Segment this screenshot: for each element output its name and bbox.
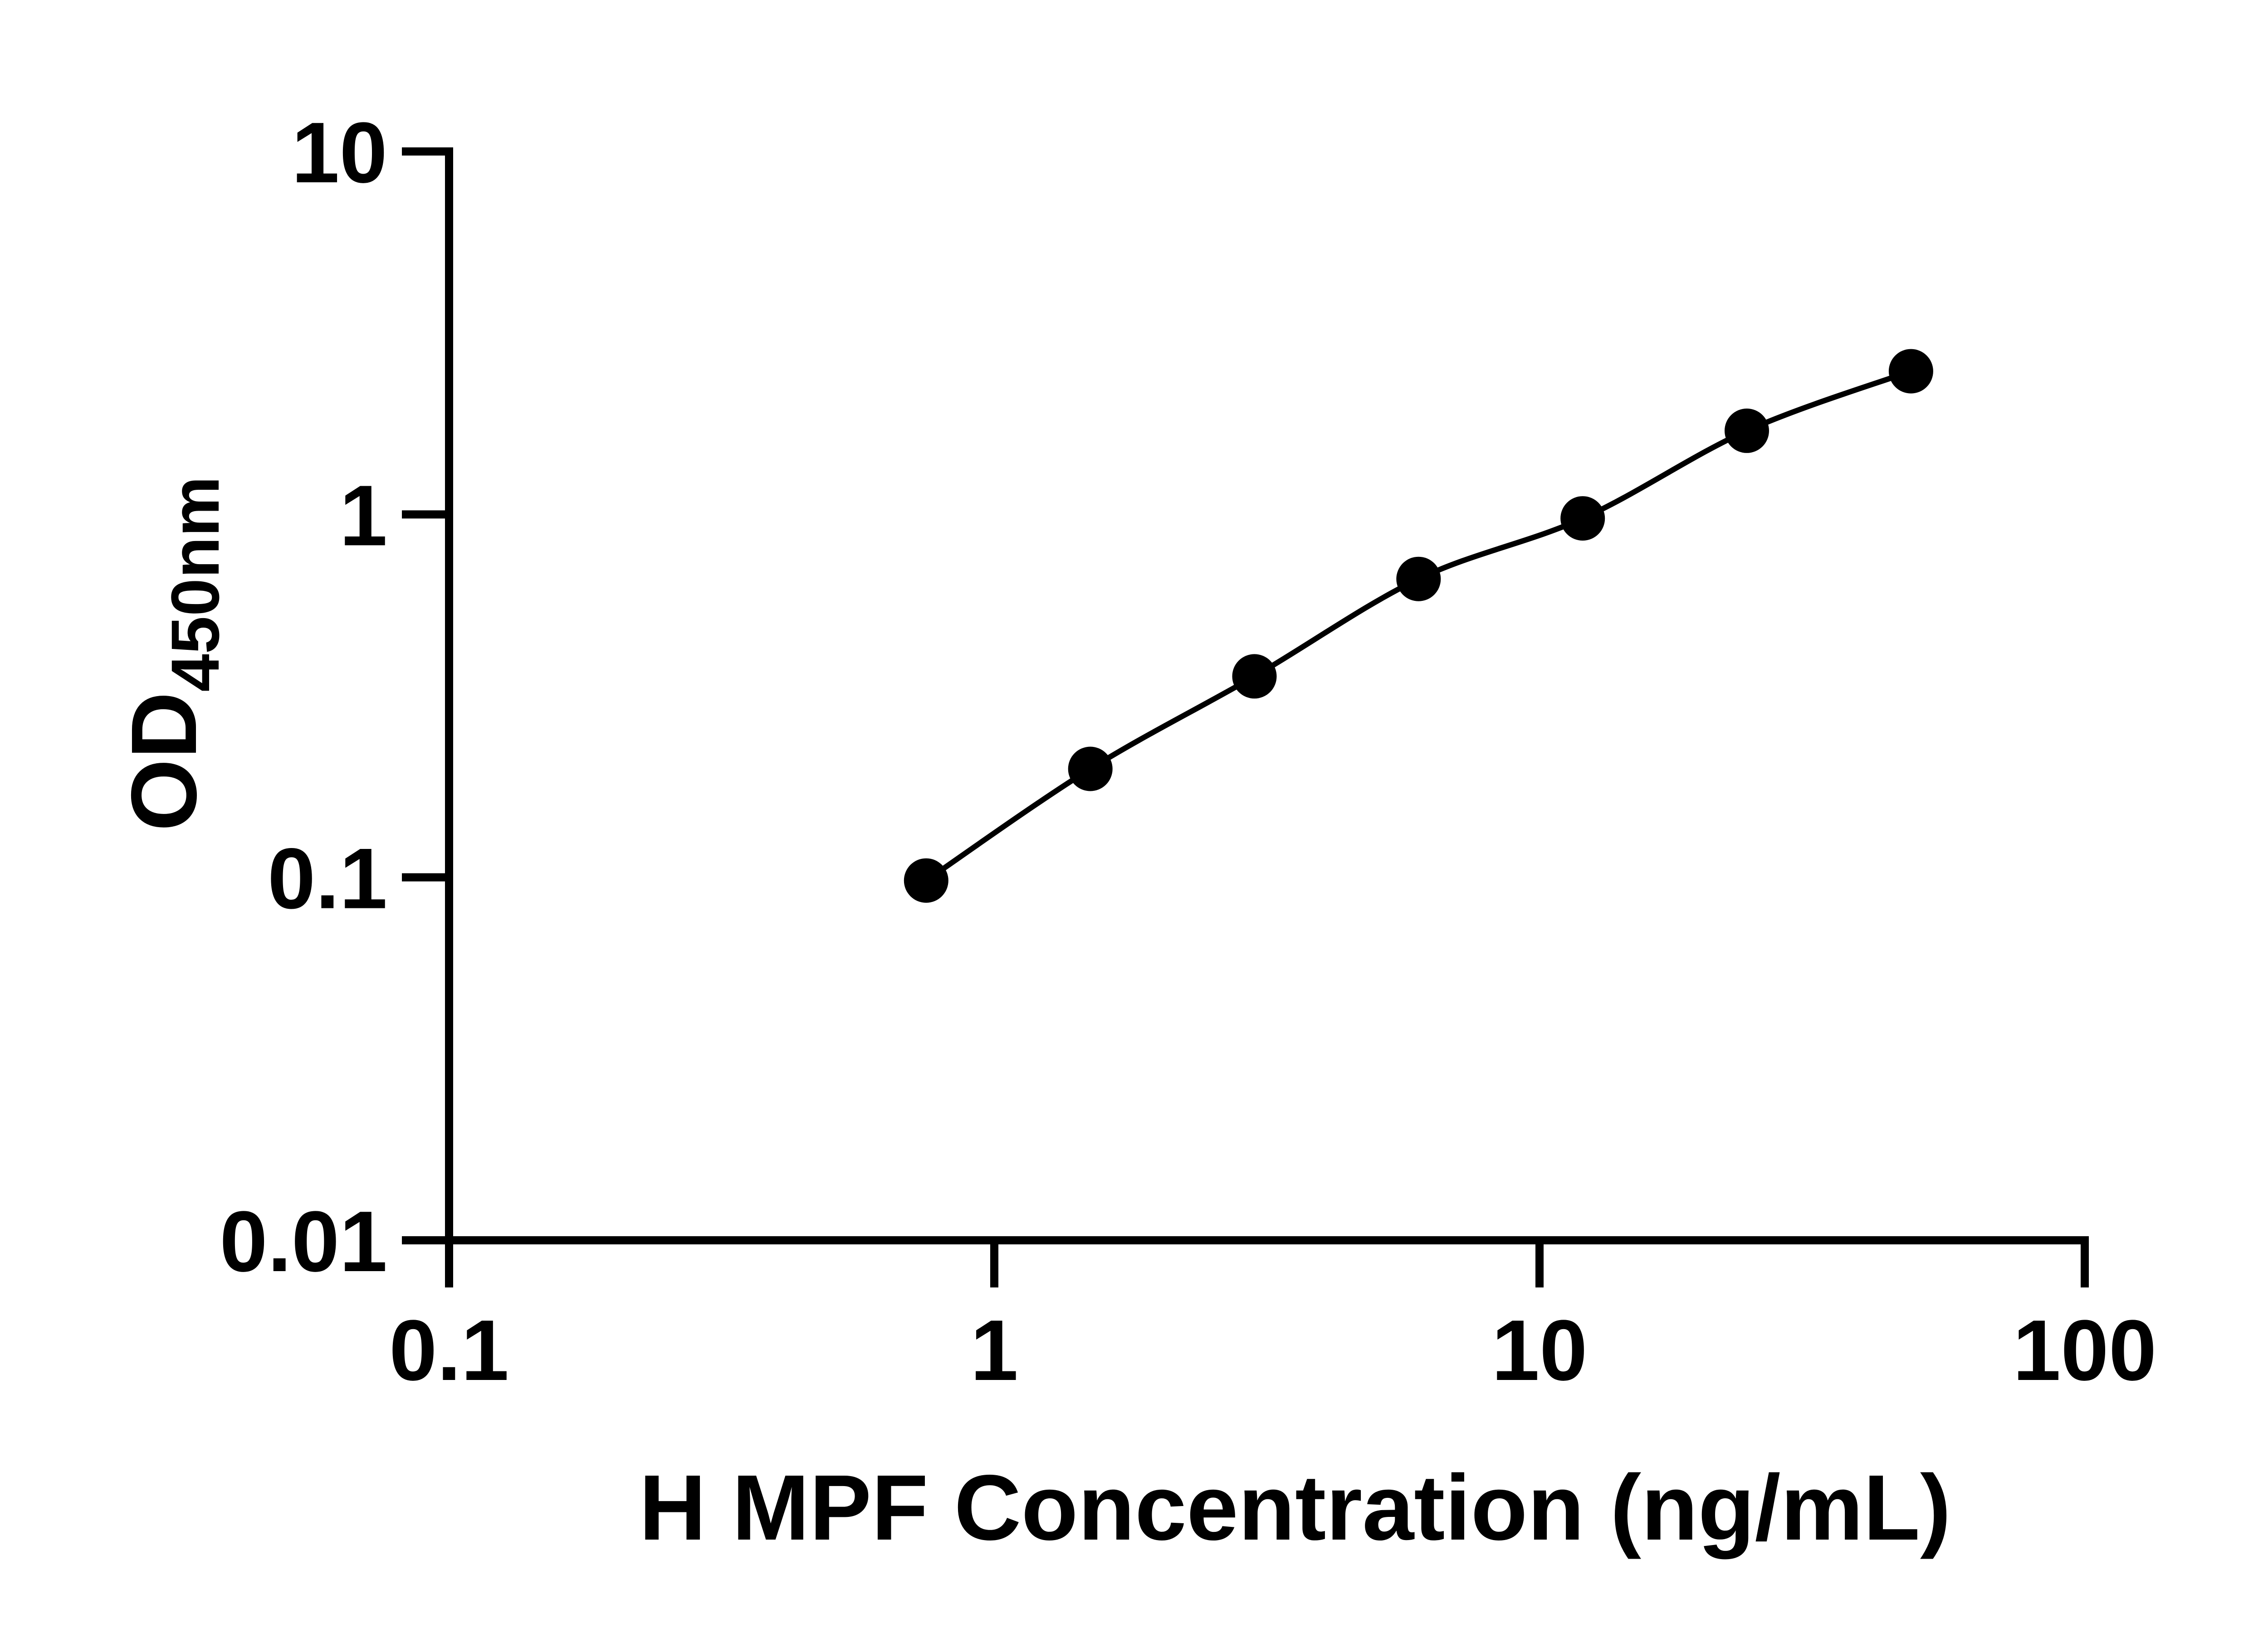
data-point xyxy=(1560,496,1605,541)
y-ticks xyxy=(402,147,449,1244)
y-tick-labels: 10 1 0.1 0.01 xyxy=(220,105,387,1290)
x-axis-title: H MPF Concentration (ng/mL) xyxy=(639,1456,1951,1560)
x-tick-label: 1 xyxy=(970,1302,1018,1399)
data-point xyxy=(1232,654,1277,699)
x-ticks xyxy=(445,1240,2089,1287)
y-tick-label: 10 xyxy=(292,105,387,201)
y-tick-label: 0.01 xyxy=(220,1194,387,1290)
y-axis-title: OD450nm xyxy=(112,476,233,831)
y-tick-label: 0.1 xyxy=(268,831,387,927)
y-axis-title-main: OD xyxy=(112,692,216,832)
data-point xyxy=(1888,349,1933,394)
y-axis-title-subscript: 450nm xyxy=(157,476,233,692)
data-point xyxy=(1396,556,1441,601)
x-tick-label: 0.1 xyxy=(389,1302,509,1399)
data-point xyxy=(1725,408,1769,453)
data-series xyxy=(904,349,1933,903)
x-tick-labels: 0.1 1 10 100 xyxy=(389,1302,2157,1399)
y-tick-label: 1 xyxy=(339,468,387,564)
x-tick-label: 10 xyxy=(1491,1302,1587,1399)
x-tick-label: 100 xyxy=(2013,1302,2156,1399)
data-point xyxy=(904,858,948,903)
standard-curve-line xyxy=(924,368,1912,883)
data-point xyxy=(1068,746,1113,791)
